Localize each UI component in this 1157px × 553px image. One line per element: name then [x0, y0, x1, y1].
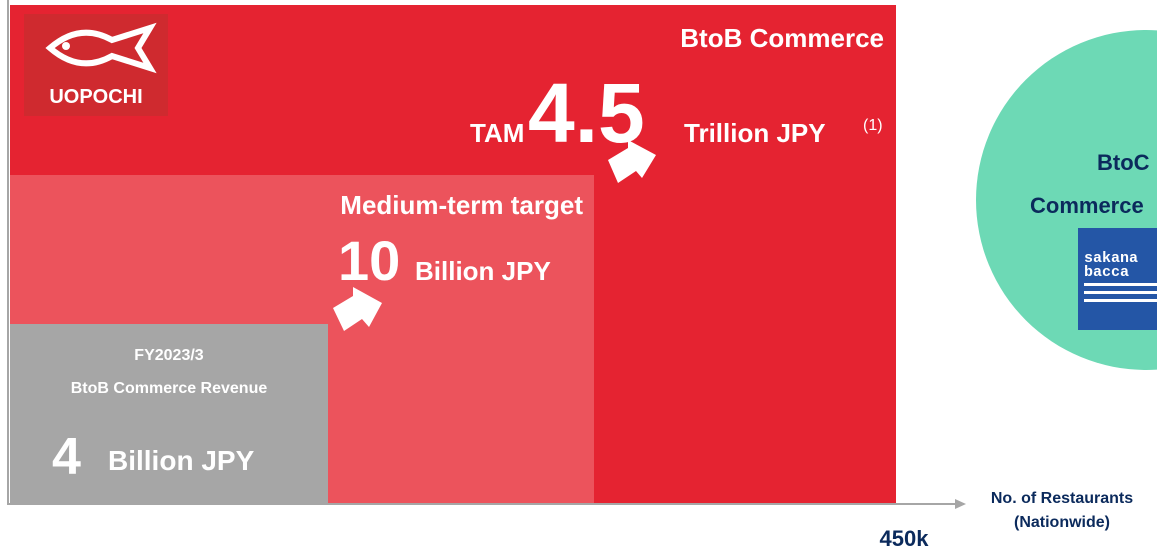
current-value: 4 [52, 428, 81, 486]
target-unit: Billion JPY [415, 256, 551, 286]
axis-label: No. of Restaurants [991, 490, 1133, 507]
current-box [10, 324, 328, 503]
tam-unit: Trillion JPY [684, 118, 826, 148]
tam-prefix: TAM [470, 118, 524, 148]
current-period: FY2023/3 [134, 347, 203, 364]
target-value: 10 [338, 229, 400, 292]
logo-stripe [1084, 283, 1157, 286]
growth-arrow [608, 140, 656, 183]
current-unit: Billion JPY [108, 445, 255, 476]
fish-icon [45, 22, 157, 74]
growth-arrow [333, 287, 382, 331]
logo-stripe [1084, 299, 1157, 302]
sakana-logo [1078, 228, 1157, 330]
axis-end-label: 450k [880, 526, 930, 551]
fish-eye [62, 42, 70, 50]
tam-title: BtoB Commerce [680, 23, 884, 53]
btoc-title: BtoC [1097, 150, 1150, 175]
logo-text: UOPOCHI [49, 86, 142, 108]
axis-label: (Nationwide) [1014, 514, 1110, 531]
logo-stripe [1084, 291, 1157, 294]
axis-arrow [955, 499, 966, 509]
target-title: Medium-term target [340, 190, 583, 220]
sakana-logo-text: sakana [1084, 250, 1138, 267]
sakana-logo-text: bacca [1084, 264, 1129, 281]
tam-note: (1) [863, 117, 883, 134]
btoc-subtitle: Commerce [1030, 193, 1144, 218]
current-title: BtoB Commerce Revenue [71, 380, 268, 397]
tam-value: 4.5 [528, 66, 645, 160]
